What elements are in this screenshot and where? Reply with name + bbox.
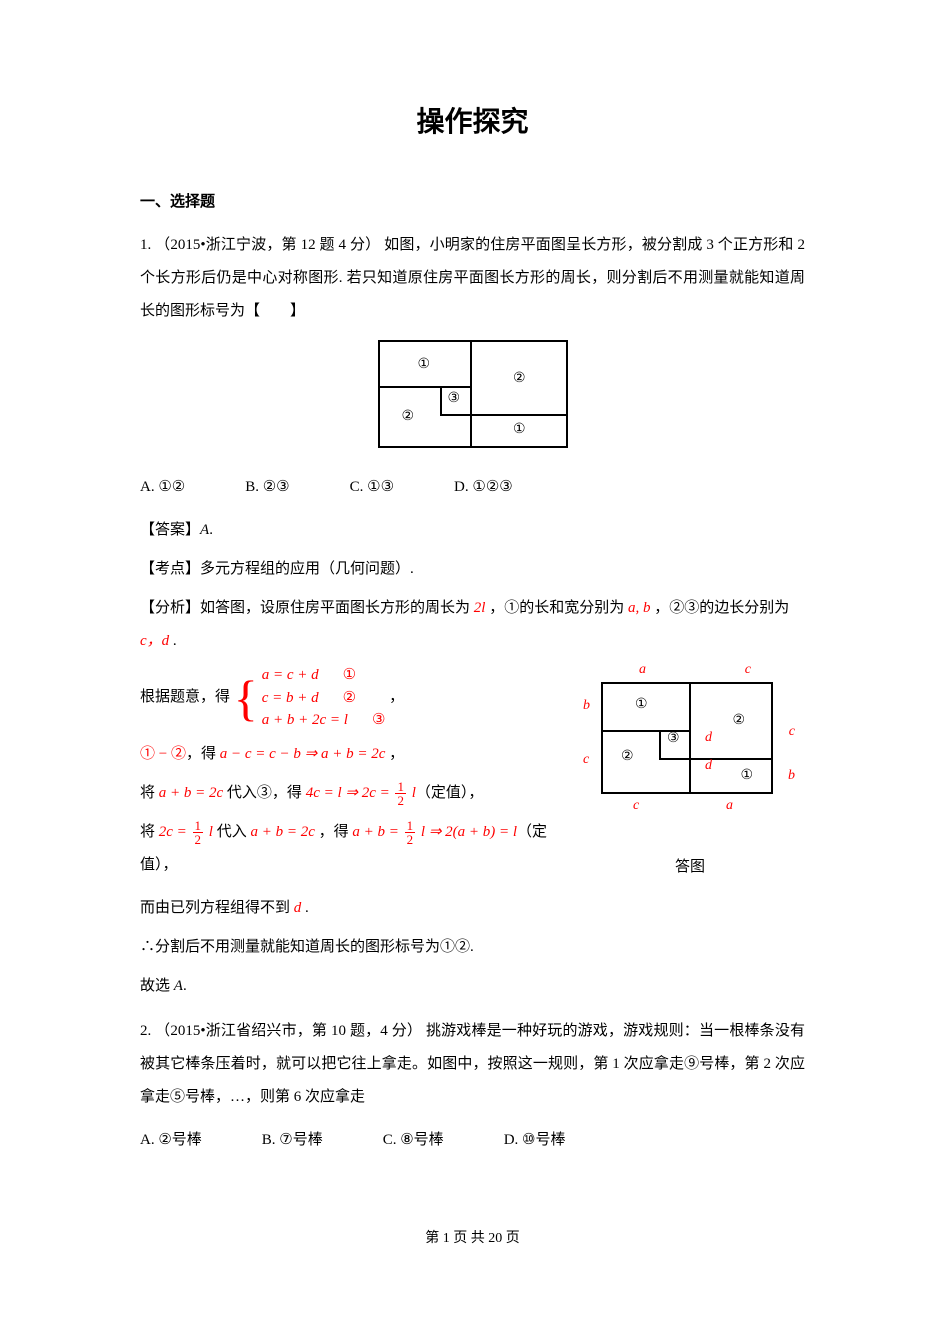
ann-d2: d [705, 758, 712, 774]
fenxi-end: . [173, 633, 177, 649]
ann-a2: a [726, 798, 733, 814]
step4-d: d [290, 900, 305, 916]
step4-pre: 而由已列方程组得不到 [140, 900, 290, 916]
plan-label-1: ① [418, 356, 431, 373]
ann-a1: a [639, 662, 646, 678]
step1-eq: a − c = c − b ⇒ a + b = 2c [216, 746, 389, 762]
step3-pre3: ，得 [319, 824, 349, 840]
q2-option-c: C. ⑧号棒 [383, 1124, 444, 1157]
ann-d1: d [705, 730, 712, 746]
q2-options: A. ②号棒 B. ⑦号棒 C. ⑧号棒 D. ⑩号棒 [140, 1124, 805, 1157]
ann-b2: b [788, 768, 795, 784]
brace-icon: { [234, 673, 258, 723]
house-plan-annotated: ① ② ② ③ ① a c b c c d d b c a [575, 664, 805, 844]
concl2-end: . [183, 978, 187, 994]
ann-c3: c [583, 752, 589, 768]
answer-label: 【答案】 [140, 522, 200, 538]
eq-comma: ， [389, 689, 404, 705]
q1-option-a: A. ①② [140, 471, 185, 504]
plan-label-5: ① [513, 421, 526, 438]
step3-frac1-num: 1 [193, 819, 204, 833]
step2-eq2: l [408, 785, 416, 801]
concl2-pre: 故选 [140, 978, 170, 994]
q1-fenxi: 【分析】如答图，设原住房平面图长方形的周长为 2l ，①的长和宽分别为 a, b… [140, 592, 805, 658]
step3-eq1: a + b = [349, 824, 403, 840]
eq2: c = b + d [262, 687, 319, 710]
eq2-tag: ② [343, 687, 356, 710]
eq3: a + b + 2c = l [262, 709, 348, 732]
q1-option-d: D. ①②③ [454, 471, 513, 504]
plan-label-2: ② [513, 370, 526, 387]
step2-pre2: 代入③，得 [227, 785, 306, 801]
plan-label-3: ② [402, 408, 415, 425]
q1-concl2: 故选 A. [140, 970, 805, 1003]
fenxi-ab: a, b [624, 600, 654, 616]
step3-sub1: 2c = [155, 824, 191, 840]
step2-sub: a + b = 2c [155, 785, 227, 801]
ann-lbl-3: ② [621, 748, 634, 765]
q2-intro: 2. （2015•浙江省绍兴市，第 10 题，4 分） 挑游戏棒是一种好玩的游戏… [140, 1015, 805, 1114]
section-header-1: 一、选择题 [140, 190, 805, 211]
step3-eq2: l ⇒ 2(a + b) = l [417, 824, 517, 840]
q1-option-b: B. ②③ [245, 471, 289, 504]
fenxi-mid1: ，①的长和宽分别为 [489, 600, 624, 616]
step3-frac1-den: 2 [193, 833, 204, 846]
step4-end: . [305, 900, 309, 916]
fenxi-cd: c，d [140, 633, 173, 649]
step3-frac2-den: 2 [405, 833, 416, 846]
step1-pre: ① − ② [140, 746, 186, 762]
step2-eq1: 4c = l ⇒ 2c = [306, 785, 394, 801]
q2-option-d: D. ⑩号棒 [504, 1124, 566, 1157]
step3-pre1: 将 [140, 824, 155, 840]
ann-c1: c [745, 662, 751, 678]
step2-pre1: 将 [140, 785, 155, 801]
kaodian-text: 多元方程组的应用（几何问题）. [200, 561, 414, 577]
ann-lbl-2: ② [732, 712, 745, 729]
q1-figure: ① ② ② ③ ① [140, 340, 805, 453]
fenxi-mid2: ，②③的边长分别为 [654, 600, 789, 616]
q2-option-a: A. ②号棒 [140, 1124, 202, 1157]
kaodian-label: 【考点】 [140, 561, 200, 577]
fenxi-label: 【分析】 [140, 600, 200, 616]
plan-label-4: ③ [448, 390, 461, 407]
q2-option-b: B. ⑦号棒 [262, 1124, 323, 1157]
eq3-tag: ③ [372, 709, 385, 732]
step2-end: （定值）， [416, 785, 484, 801]
step3-sub3: a + b = 2c [247, 824, 319, 840]
answer-value: A [200, 522, 209, 538]
ann-lbl-1: ① [635, 696, 648, 713]
fenxi-pre: 如答图，设原住房平面图长方形的周长为 [200, 600, 470, 616]
step3-sub2: l [205, 824, 217, 840]
q1-step4: 而由已列方程组得不到 d . [140, 892, 805, 925]
fenxi-2l: 2l [470, 600, 489, 616]
eq1: a = c + d [262, 664, 319, 687]
q1-options: A. ①② B. ②③ C. ①③ D. ①②③ [140, 471, 805, 504]
ann-c4: c [633, 798, 639, 814]
genju-text: 根据题意，得 [140, 689, 230, 705]
ann-lbl-4: ③ [667, 730, 680, 747]
q1-option-c: C. ①③ [350, 471, 394, 504]
step3-pre2: 代入 [217, 824, 247, 840]
concl2-a: A [170, 978, 183, 994]
eq1-tag: ① [343, 664, 356, 687]
q1-kaodian: 【考点】多元方程组的应用（几何问题）. [140, 553, 805, 586]
ann-lbl-5: ① [740, 767, 753, 784]
step2-frac-den: 2 [395, 794, 406, 807]
q1-answer: 【答案】A. [140, 514, 805, 547]
step3-frac2-num: 1 [405, 819, 416, 833]
ann-b1: b [583, 698, 590, 714]
q1-concl1: ∴分割后不用测量就能知道周长的图形标号为①②. [140, 931, 805, 964]
page-footer: 第 1 页 共 20 页 [140, 1227, 805, 1247]
page-title: 操作探究 [140, 100, 805, 140]
step1-mid: ，得 [186, 746, 216, 762]
answer-fig-caption: 答图 [575, 855, 805, 876]
ann-c2: c [789, 724, 795, 740]
step2-frac-num: 1 [395, 780, 406, 794]
q1-intro: 1. （2015•浙江宁波，第 12 题 4 分） 如图，小明家的住房平面图呈长… [140, 229, 805, 328]
house-plan-diagram: ① ② ② ③ ① [378, 340, 568, 448]
q1-answer-figure: ① ② ② ③ ① a c b c c d d b c a 答图 [575, 664, 805, 876]
step1-end: ， [389, 746, 404, 762]
